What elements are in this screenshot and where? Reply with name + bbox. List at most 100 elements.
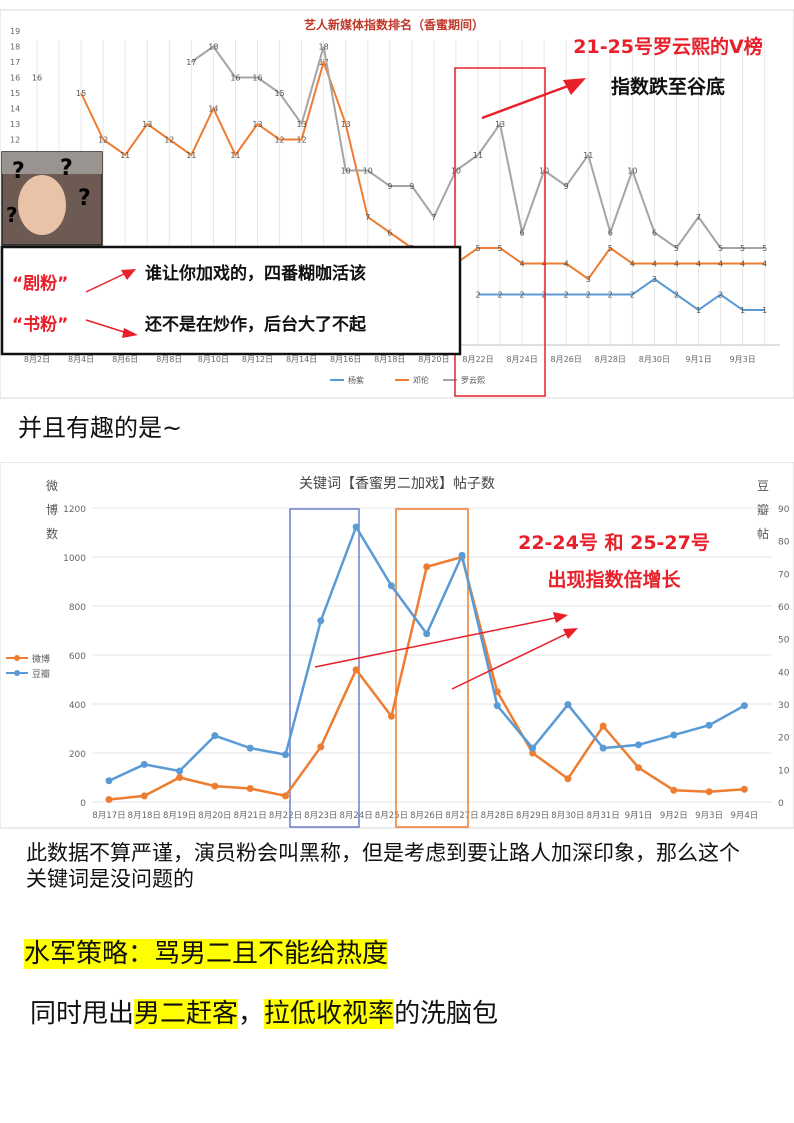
chart1-series-罗云熙-point-label: 17 — [186, 58, 196, 67]
chart2-series-微博-point — [423, 563, 431, 571]
chart1-legend-label: 杨紫 — [348, 375, 364, 385]
chart2-left-tick: 0 — [80, 799, 86, 809]
chart2-series-豆瓣-point — [705, 721, 713, 729]
chart1-series-杨紫-point-label: 2 — [475, 291, 480, 300]
chart1-series-邓伦-point-label: 4 — [564, 260, 569, 269]
chart2-series-微博-point — [670, 786, 678, 794]
chart1-series-邓伦-point-label: 5 — [475, 244, 480, 253]
chart1-x-tick: 9月1日 — [685, 355, 711, 364]
chart2-legend-marker — [14, 670, 20, 676]
chart1-series-罗云熙-point-label: 5 — [674, 244, 679, 253]
question-mark-icon: ? — [60, 156, 73, 181]
chart2-x-tick: 8月20日 — [198, 811, 231, 821]
chart2-arrow-shaft — [451, 633, 567, 690]
chart1-series-邓伦-point-label: 12 — [98, 136, 108, 145]
chart2-series-微博-point — [599, 722, 607, 730]
chart2-left-tick: 200 — [69, 750, 86, 760]
chart1-series-罗云熙-point-label: 16 — [230, 74, 240, 83]
brainwash-prefix: 同时甩出 — [30, 999, 135, 1029]
chart1-series-罗云熙-point-label: 7 — [431, 213, 436, 222]
chart1-highlight-label: 21-25号罗云熙的V榜 — [573, 35, 762, 58]
chart1-series-罗云熙-point-label: 5 — [718, 244, 723, 253]
chart2-highlight-box-25-27 — [395, 508, 469, 828]
chart2-series-豆瓣-point — [670, 731, 678, 739]
chart1-series-罗云熙-point-label: 5 — [762, 244, 767, 253]
chart-artist-index: 艺人新媒体指数排名（香蜜期间）1918171615141312111098765… — [0, 9, 794, 399]
chart2-right-tick: 80 — [778, 538, 790, 548]
chart1-series-邓伦-point-label: 5 — [498, 244, 503, 253]
chart1-y-tick: 18 — [10, 43, 20, 52]
chart1-series-邓伦-point-label: 13 — [341, 120, 351, 129]
meme-headscarf — [2, 152, 102, 174]
chart1-series-罗云熙-point-label: 5 — [740, 244, 745, 253]
chart2-right-tick: 50 — [778, 636, 790, 646]
chart1-series-杨紫-point-label: 1 — [762, 306, 767, 315]
strategy-highlight: 水军策略：骂男二且不能给热度 — [24, 939, 389, 969]
chart2-x-tick: 8月19日 — [163, 811, 196, 821]
chart1-y-tick: 13 — [10, 120, 20, 129]
chart1-series-邓伦-point-label: 4 — [696, 260, 701, 269]
chart2-left-axis-label: 数 — [46, 526, 58, 541]
brainwash-suffix: 的洗脑包 — [394, 999, 499, 1029]
question-mark-icon: ? — [78, 186, 91, 211]
chart1-x-tick: 8月26日 — [551, 355, 582, 364]
chart1-series-罗云熙-point-label: 13 — [495, 120, 505, 129]
chart1-series-杨紫-point-label: 2 — [520, 291, 525, 300]
chart1-series-杨紫-point-label: 16 — [32, 74, 42, 83]
chart2-left-tick: 1200 — [63, 505, 86, 515]
chart1-series-杨紫-point-label: 2 — [608, 291, 613, 300]
chart1-series-邓伦-point-label: 4 — [740, 260, 745, 269]
chart2-highlight-label: 出现指数倍增长 — [547, 568, 681, 591]
chart1-series-罗云熙-point-label: 11 — [473, 151, 483, 160]
chart1-series-杨紫-point-label: 2 — [630, 291, 635, 300]
chart2-frame — [0, 462, 794, 829]
chart2-series-微博-point — [317, 743, 325, 751]
chart1-x-tick: 8月30日 — [639, 355, 670, 364]
fan-comment-arrow — [85, 273, 125, 293]
chart2-right-tick: 60 — [778, 603, 790, 613]
chart2-right-tick: 20 — [778, 734, 790, 744]
chart1-arrow-shaft — [481, 84, 569, 120]
chart2-left-tick: 600 — [69, 652, 86, 662]
chart1-series-邓伦-point-label: 4 — [542, 260, 547, 269]
chart1-series-杨紫-line — [478, 277, 765, 312]
chart2-series-豆瓣-point — [599, 744, 607, 752]
chart1-y-tick: 16 — [10, 74, 20, 83]
chart1-series-罗云熙-point-label: 10 — [363, 167, 373, 176]
chart1-y-tick: 19 — [10, 27, 20, 36]
chart2-series-豆瓣-point — [105, 777, 113, 785]
chart2-series-豆瓣-point — [493, 702, 501, 710]
chart-keyword-posts: 关键词【香蜜男二加戏】帖子数微博数豆瓣帖02004006008001000120… — [0, 462, 794, 829]
chart1-series-罗云熙-line — [190, 45, 765, 250]
chart2-x-tick: 9月1日 — [625, 811, 653, 821]
chart2-legend-label: 微博 — [32, 653, 50, 665]
chart2-right-tick: 0 — [778, 799, 784, 809]
chart2-series-微博-point — [176, 774, 184, 781]
chart1-x-tick: 8月20日 — [418, 355, 449, 364]
chart1-series-杨紫-point-label: 1 — [696, 306, 701, 315]
chart1-x-tick: 8月14日 — [286, 355, 317, 364]
chart1-x-tick: 8月22日 — [462, 355, 493, 364]
chart1-highlight-label: 指数跌至谷底 — [611, 75, 725, 98]
chart2-right-axis-label: 瓣 — [757, 503, 769, 517]
fan-comment-arrow-head — [121, 269, 136, 280]
chart1-series-杨紫-point-label: 2 — [498, 291, 503, 300]
chart1-series-杨紫-point-label: 2 — [564, 291, 569, 300]
chart2-series-微博-point — [564, 775, 572, 783]
chart2-arrow-head — [563, 628, 578, 639]
chart1-series-罗云熙-point-label: 16 — [252, 74, 262, 83]
chart2-x-tick: 8月22日 — [269, 811, 302, 821]
chart1-series-罗云熙-point-label: 9 — [409, 182, 414, 191]
chart2-series-豆瓣-point — [352, 523, 360, 531]
chart1-series-邓伦-point-label: 14 — [208, 105, 218, 114]
chart1-series-邓伦-point-label: 7 — [365, 213, 370, 222]
chart1-series-罗云熙-point-label: 9 — [387, 182, 392, 191]
meme-face — [18, 175, 66, 235]
fan-comment-text: 还不是在炒作，后台大了不起 — [144, 314, 367, 335]
fan-comment-arrow-head — [122, 328, 138, 338]
chart1-series-邓伦-point-label: 4 — [652, 260, 657, 269]
chart1-series-杨紫-point-label: 2 — [718, 291, 723, 300]
chart2-x-tick: 8月29日 — [516, 811, 549, 821]
chart1-x-tick: 8月24日 — [506, 355, 537, 364]
chart1-y-tick: 17 — [10, 58, 20, 67]
